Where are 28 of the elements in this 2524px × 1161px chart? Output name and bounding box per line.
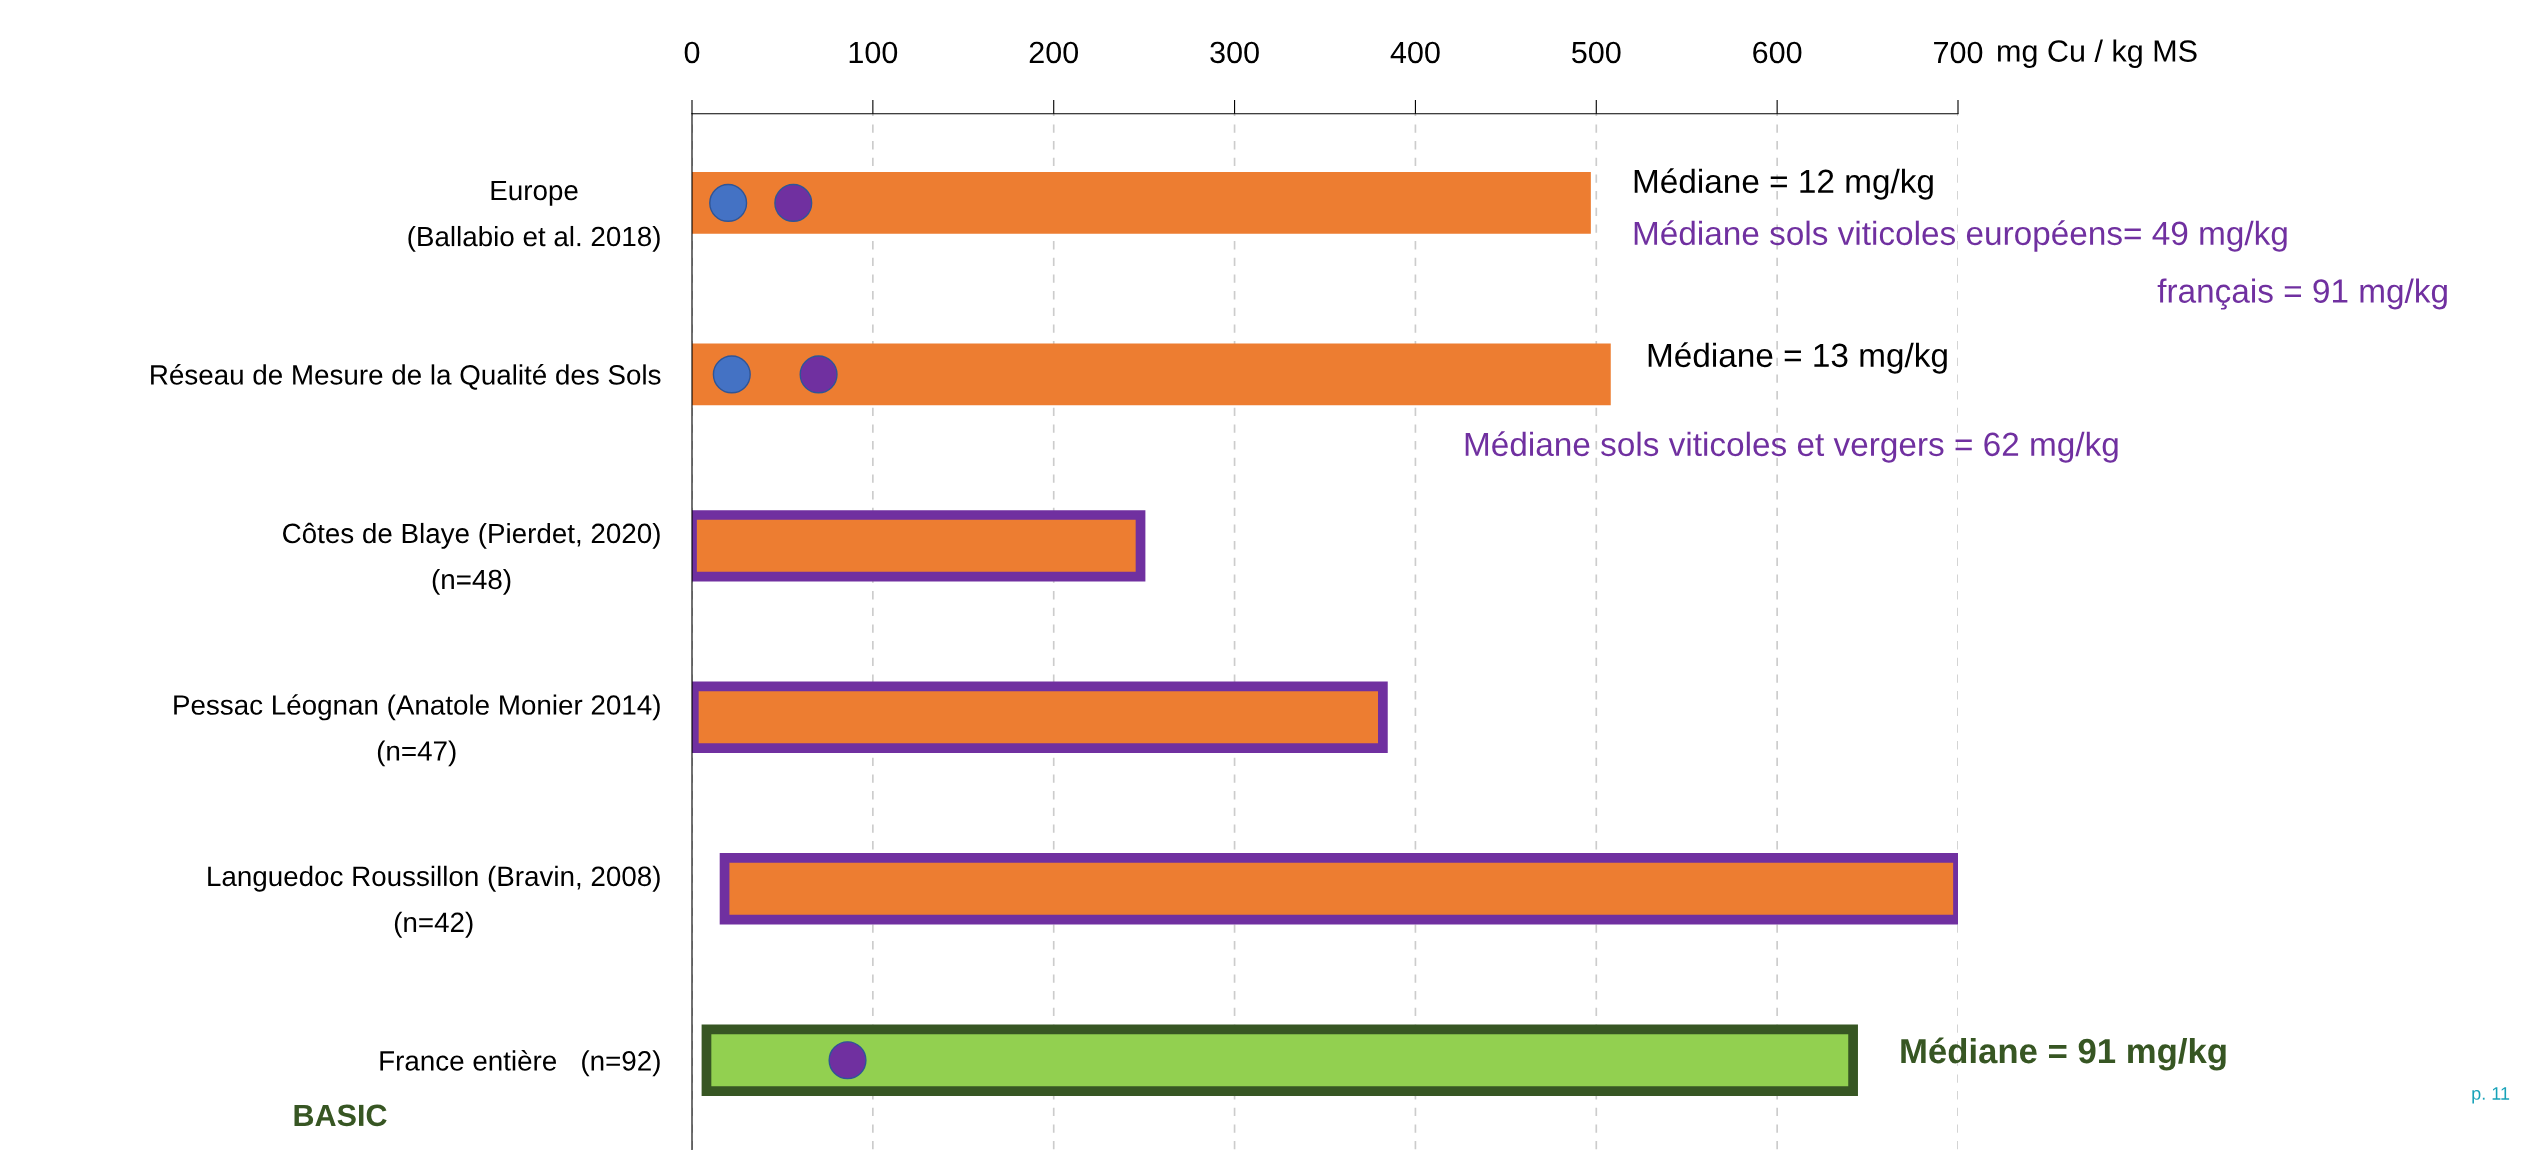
- text: BASIC: [294, 1104, 387, 1127]
- x-axis-title: mg Cu / kg MS: [1998, 39, 2197, 68]
- y-tick-label: Réseau de Mesure de la Qualité des Sols: [151, 364, 661, 390]
- x-tick-label: 600: [1753, 41, 1802, 64]
- x-tick-label: 500: [1572, 41, 1621, 64]
- point: [709, 183, 748, 223]
- x-tick-label: 200: [1029, 41, 1079, 64]
- y-tick-label: France entière (n=92): [380, 1050, 660, 1077]
- y-tick-label: Pessac Léognan (Anatole Monier 2014) (n=47): [174, 694, 660, 767]
- point: [828, 1041, 867, 1080]
- text: p. 11: [2472, 1087, 2510, 1104]
- x-tick-label: 0: [684, 41, 700, 64]
- point: [799, 355, 838, 394]
- y-tick-label: Europe (Ballabio et al. 2018): [408, 180, 660, 252]
- annotation: Médiane = 91 mg/kg: [1901, 1037, 2226, 1071]
- annotation: Médiane sols viticoles et vergers = 62 mg/kg: [1465, 431, 2118, 463]
- x-tick-label: 100: [849, 41, 898, 64]
- annotation: Médiane sols viticoles européens= 49 mg/kg: [1634, 220, 2287, 252]
- x-tick-label: 700: [1934, 41, 1983, 64]
- annotation: Médiane = 12 mg/kg: [1634, 168, 1933, 200]
- y-tick-label: Languedoc Roussillon (Bravin, 2008) (n=42): [208, 865, 660, 938]
- text: français = 91 mg/kg: [2157, 278, 2447, 310]
- point: [712, 355, 751, 394]
- x-tick-label: 300: [1210, 41, 1259, 64]
- point: [774, 183, 813, 223]
- x-tick-label: 400: [1390, 41, 1440, 64]
- annotation: Médiane = 13 mg/kg: [1648, 342, 1947, 374]
- y-tick-label: Côtes de Blaye (Pierdet, 2020) (n=48): [283, 522, 660, 595]
